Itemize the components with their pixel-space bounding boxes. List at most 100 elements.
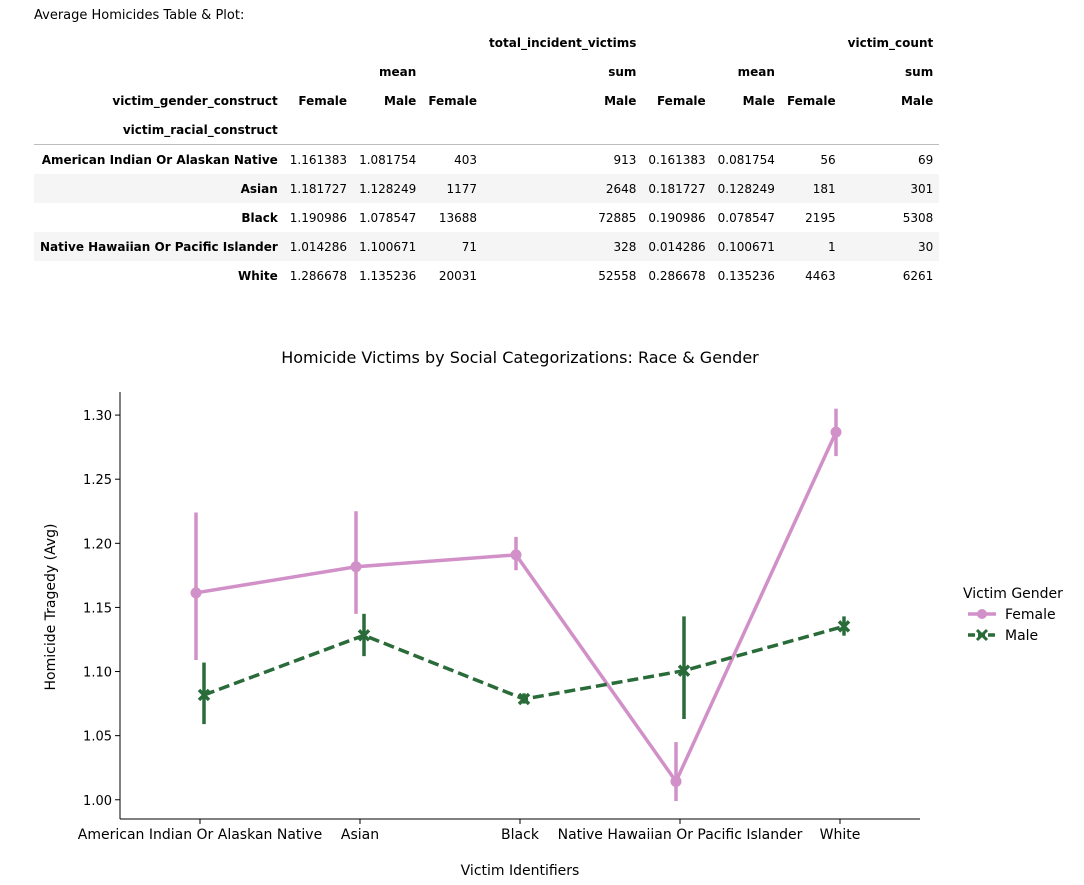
- table-cell: 1.190986: [289, 210, 348, 225]
- column-header: mean: [379, 64, 417, 79]
- legend-marker: [977, 609, 987, 619]
- column-header: Male: [384, 93, 417, 108]
- table-cell: 0.078547: [717, 210, 775, 225]
- legend-label: Male: [1005, 628, 1038, 644]
- table-cell: 0.190986: [648, 210, 706, 225]
- column-header: Female: [428, 93, 478, 108]
- table-header-row: total_incident_victims victim_count: [34, 28, 939, 57]
- column-header: Female: [786, 93, 836, 108]
- series-line: [203, 624, 845, 701]
- column-header: Male: [604, 93, 637, 108]
- x-tick-label: Native Hawaiian Or Pacific Islander: [558, 827, 803, 843]
- y-tick-label: 1.20: [83, 537, 112, 552]
- column-header: victim_count: [847, 35, 934, 50]
- table-cell: 1177: [446, 181, 478, 196]
- column-header: total_incident_victims: [489, 35, 637, 50]
- row-index-name: victim_racial_construct: [34, 115, 284, 145]
- table-cell: 69: [917, 152, 934, 167]
- data-point: [197, 688, 211, 702]
- table-cell: 1.081754: [359, 152, 417, 167]
- table-cell: 1.181727: [289, 181, 348, 196]
- y-tick-label: 1.25: [83, 473, 112, 488]
- row-label: Black: [241, 210, 278, 225]
- table-cell: 72885: [598, 210, 637, 225]
- plot-series: [190, 408, 851, 802]
- output-caption: Average Homicides Table & Plot:: [34, 8, 245, 23]
- data-point: [350, 561, 362, 573]
- x-axis-label: Victim Identifiers: [461, 863, 580, 879]
- table-cell: 0.128249: [717, 181, 775, 196]
- column-header: Female: [298, 93, 348, 108]
- data-point: [510, 549, 522, 561]
- table-cell: 52558: [598, 268, 637, 283]
- table-cell: 1.078547: [359, 210, 417, 225]
- table-cell: 30: [917, 239, 934, 254]
- table-row: Native Hawaiian Or Pacific Islander 1.01…: [34, 232, 940, 261]
- legend: Victim Gender Female Male: [963, 586, 1063, 644]
- table-row: Black 1.190986 1.078547 13688 72885 0.19…: [34, 203, 939, 232]
- table-cell: 13688: [438, 210, 478, 225]
- data-point: [517, 692, 531, 706]
- row-label: Asian: [240, 181, 278, 196]
- table-cell: 0.286678: [648, 268, 706, 283]
- table-header-row: victim_gender_construct Female Male Fema…: [34, 86, 939, 115]
- table-header-row: victim_racial_construct: [34, 115, 940, 145]
- column-header: mean: [737, 64, 775, 79]
- table-cell: 0.014286: [648, 239, 706, 254]
- table-row: White 1.286678 1.135236 20031 52558 0.28…: [34, 261, 939, 290]
- table-cell: 0.161383: [648, 152, 706, 167]
- x-tick-label: Black: [501, 827, 540, 843]
- table-header-row: mean sum mean sum: [34, 57, 939, 86]
- data-point: [837, 620, 851, 633]
- table-cell: 20031: [438, 268, 478, 283]
- table-cell: 1.135236: [359, 268, 417, 283]
- column-header: sum: [608, 64, 637, 79]
- chart-title: Homicide Victims by Social Categorizatio…: [281, 348, 759, 367]
- x-tick-label: White: [820, 827, 861, 843]
- table-cell: 0.181727: [648, 181, 706, 196]
- table-cell: 1.286678: [289, 268, 348, 283]
- table-cell: 913: [613, 152, 637, 167]
- table-cell: 5308: [902, 210, 934, 225]
- table-cell: 1.128249: [359, 181, 417, 196]
- table-cell: 71: [461, 239, 478, 254]
- table-cell: 0.135236: [717, 268, 775, 283]
- x-tick-label: American Indian Or Alaskan Native: [78, 827, 322, 843]
- data-point: [830, 426, 842, 438]
- table-cell: 301: [910, 181, 934, 196]
- table-row: American Indian Or Alaskan Native 1.1613…: [34, 145, 939, 175]
- legend-item-female: Female: [968, 607, 1056, 623]
- table-row: Asian 1.181727 1.128249 1177 2648 0.1817…: [34, 174, 940, 203]
- table-cell: 2195: [805, 210, 836, 225]
- row-label: Native Hawaiian Or Pacific Islander: [40, 239, 278, 254]
- table-cell: 2648: [605, 181, 637, 196]
- row-label: American Indian Or Alaskan Native: [41, 152, 278, 167]
- column-index-name: victim_gender_construct: [112, 93, 278, 108]
- row-label: White: [238, 268, 278, 283]
- homicide-pointplot: Homicide Victims by Social Categorizatio…: [43, 348, 1063, 879]
- y-axis-label: Homicide Tragedy (Avg): [43, 524, 59, 691]
- table-cell: 328: [613, 239, 637, 254]
- table-cell: 56: [820, 152, 836, 167]
- table-cell: 181: [812, 181, 836, 196]
- data-point: [357, 629, 371, 642]
- homicide-summary-table: total_incident_victims victim_count mean…: [34, 28, 940, 290]
- y-tick-label: 1.30: [83, 409, 112, 424]
- column-header: Male: [742, 93, 775, 108]
- legend-label: Female: [1005, 607, 1056, 623]
- legend-item-male: Male: [968, 628, 1038, 644]
- column-header: Male: [900, 93, 934, 108]
- series-female: [190, 408, 842, 802]
- x-tick-label: Asian: [341, 827, 379, 843]
- y-tick-label: 1.15: [83, 601, 112, 616]
- table-cell: 1.161383: [289, 152, 348, 167]
- legend-marker: [975, 628, 989, 642]
- plot-axes: 1.00 1.05 1.10 1.15 1.20 1.25 1.30 American Ind…: [78, 392, 920, 843]
- data-point: [670, 775, 682, 787]
- y-tick-label: 1.00: [83, 794, 112, 809]
- table-cell: 0.081754: [717, 152, 775, 167]
- table-cell: 403: [454, 152, 478, 167]
- table-cell: 1.100671: [359, 239, 417, 254]
- series-male: [197, 613, 851, 725]
- column-header: sum: [905, 64, 934, 79]
